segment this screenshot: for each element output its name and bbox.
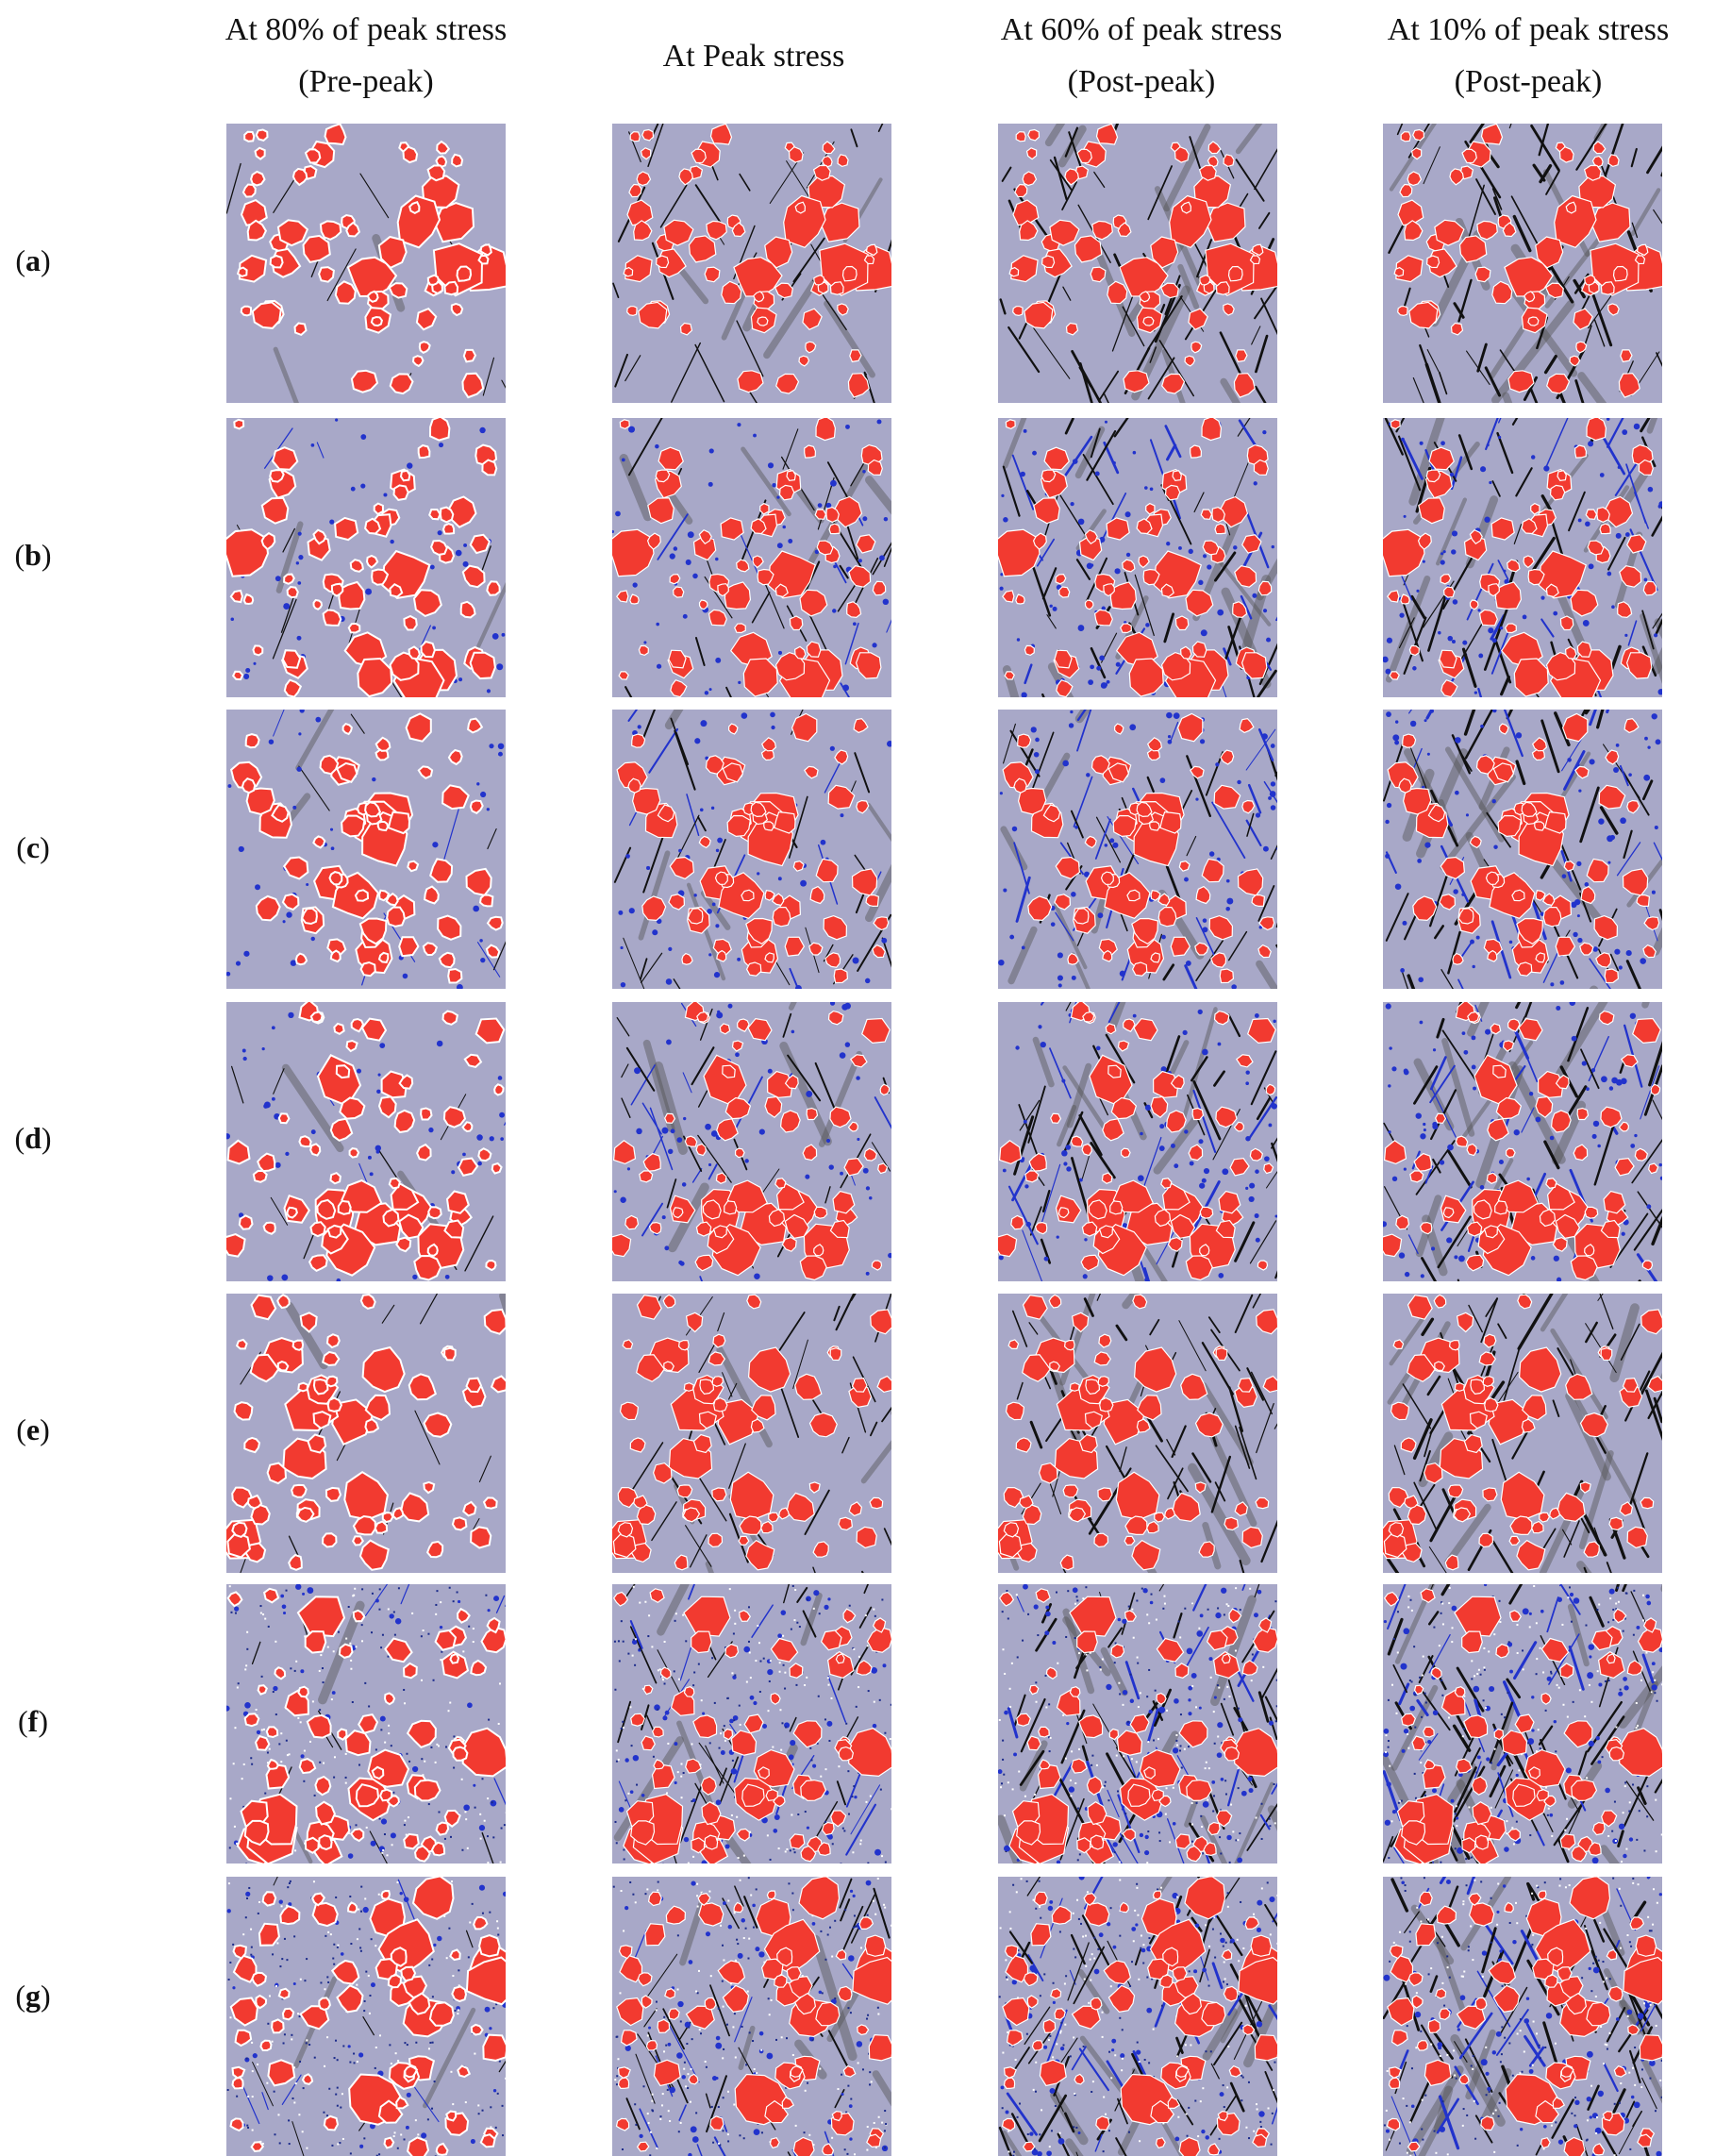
- fracture-pattern-image: [998, 418, 1277, 697]
- fracture-pattern-image: [1383, 1294, 1662, 1573]
- panel-g-post-peak-60: [998, 1877, 1277, 2156]
- fracture-pattern-image: [1383, 1584, 1662, 1864]
- column-header-line2: (Post-peak): [981, 56, 1302, 108]
- panel-g-post-peak-10: [1383, 1877, 1662, 2156]
- column-header-line1: At 60% of peak stress: [981, 4, 1302, 56]
- fracture-pattern-image: [998, 124, 1277, 403]
- panel-e-pre-peak-80: [226, 1294, 506, 1573]
- column-header-line2: (Pre-peak): [206, 56, 526, 108]
- column-header-line1: At 10% of peak stress: [1368, 4, 1689, 56]
- row-label-b: (b): [0, 538, 66, 573]
- row-label-c: (c): [0, 830, 66, 865]
- panel-d-peak: [612, 1002, 891, 1281]
- panel-c-pre-peak-80: [226, 710, 506, 989]
- panel-e-post-peak-60: [998, 1294, 1277, 1573]
- fracture-pattern-image: [612, 710, 891, 989]
- fracture-pattern-image: [1383, 124, 1662, 403]
- column-header-line2: (Post-peak): [1368, 56, 1689, 108]
- column-header-post-peak-10: At 10% of peak stress (Post-peak): [1368, 4, 1689, 108]
- panel-a-post-peak-10: [1383, 124, 1662, 403]
- fracture-pattern-image: [612, 1584, 891, 1864]
- panel-f-peak: [612, 1584, 891, 1864]
- fracture-pattern-image: [998, 1584, 1277, 1864]
- row-label-g: (g): [0, 1979, 66, 2014]
- fracture-pattern-image: [1383, 418, 1662, 697]
- fracture-pattern-image: [612, 124, 891, 403]
- column-header-line1: At Peak stress: [593, 30, 914, 82]
- fracture-pattern-image: [226, 418, 506, 697]
- fracture-pattern-image: [226, 1002, 506, 1281]
- panel-b-post-peak-10: [1383, 418, 1662, 697]
- panel-c-post-peak-10: [1383, 710, 1662, 989]
- panel-c-post-peak-60: [998, 710, 1277, 989]
- fracture-pattern-image: [998, 1877, 1277, 2156]
- fracture-pattern-image: [226, 124, 506, 403]
- panel-d-post-peak-60: [998, 1002, 1277, 1281]
- panel-c-peak: [612, 710, 891, 989]
- fracture-pattern-image: [612, 418, 891, 697]
- fracture-pattern-image: [1383, 1877, 1662, 2156]
- panel-b-post-peak-60: [998, 418, 1277, 697]
- fracture-pattern-image: [998, 1294, 1277, 1573]
- panel-g-peak: [612, 1877, 891, 2156]
- fracture-pattern-image: [998, 1002, 1277, 1281]
- fracture-pattern-image: [612, 1002, 891, 1281]
- fracture-pattern-image: [1383, 710, 1662, 989]
- panel-f-post-peak-60: [998, 1584, 1277, 1864]
- panel-a-post-peak-60: [998, 124, 1277, 403]
- fracture-pattern-image: [226, 1294, 506, 1573]
- row-label-f: (f): [0, 1704, 66, 1739]
- panel-f-pre-peak-80: [226, 1584, 506, 1864]
- row-label-a: (a): [0, 243, 66, 278]
- panel-b-pre-peak-80: [226, 418, 506, 697]
- fracture-pattern-image: [226, 710, 506, 989]
- panel-e-peak: [612, 1294, 891, 1573]
- panel-b-peak: [612, 418, 891, 697]
- fracture-pattern-image: [612, 1877, 891, 2156]
- panel-g-pre-peak-80: [226, 1877, 506, 2156]
- panel-a-peak: [612, 124, 891, 403]
- column-header-pre-peak-80: At 80% of peak stress (Pre-peak): [206, 4, 526, 108]
- column-header-line1: At 80% of peak stress: [206, 4, 526, 56]
- panel-d-post-peak-10: [1383, 1002, 1662, 1281]
- panel-d-pre-peak-80: [226, 1002, 506, 1281]
- fracture-pattern-image: [226, 1877, 506, 2156]
- column-header-post-peak-60: At 60% of peak stress (Post-peak): [981, 4, 1302, 108]
- panel-e-post-peak-10: [1383, 1294, 1662, 1573]
- fracture-pattern-image: [998, 710, 1277, 989]
- panel-a-pre-peak-80: [226, 124, 506, 403]
- fracture-pattern-image: [226, 1584, 506, 1864]
- row-label-d: (d): [0, 1121, 66, 1156]
- fracture-pattern-image: [612, 1294, 891, 1573]
- column-header-peak: At Peak stress: [593, 30, 914, 82]
- row-label-e: (e): [0, 1412, 66, 1447]
- fracture-pattern-image: [1383, 1002, 1662, 1281]
- panel-f-post-peak-10: [1383, 1584, 1662, 1864]
